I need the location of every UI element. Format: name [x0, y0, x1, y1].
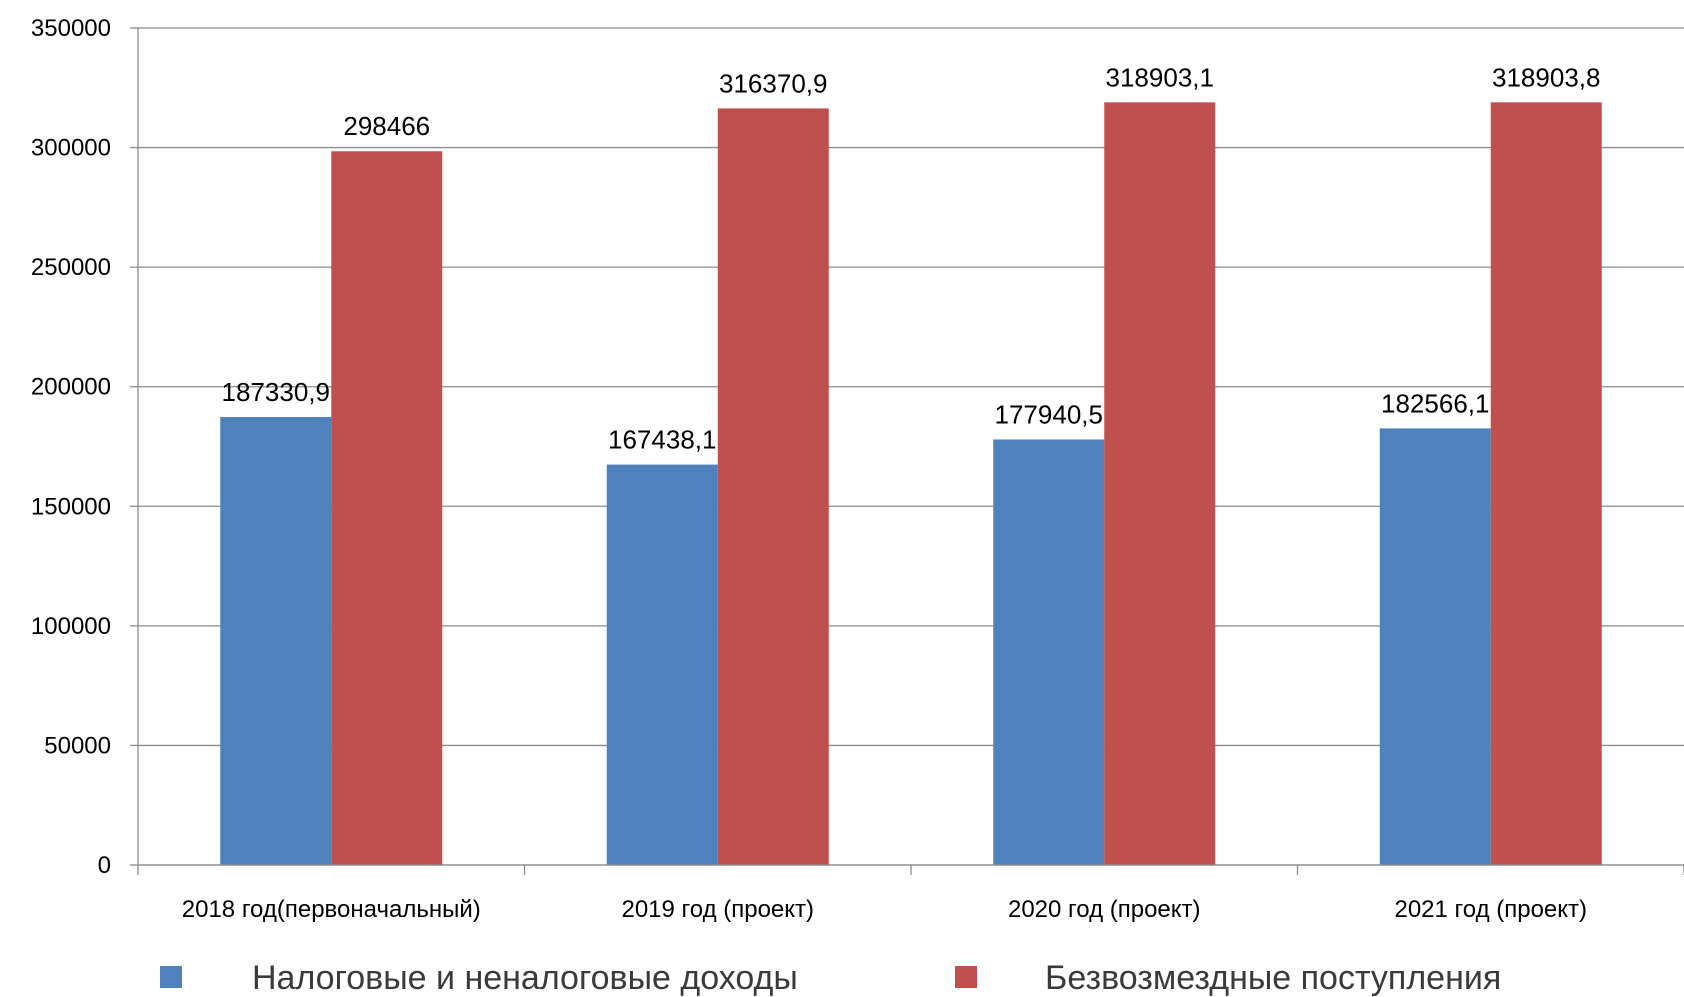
y-tick-label: 200000: [31, 374, 111, 401]
legend-label: Безвозмездные поступления: [1045, 959, 1501, 997]
legend-swatch: [955, 966, 977, 988]
x-tick-label: 2021 год (проект): [1394, 896, 1587, 923]
y-tick-label: 250000: [31, 254, 111, 281]
legend-label: Налоговые и неналоговые доходы: [252, 959, 798, 997]
y-tick-label: 150000: [31, 493, 111, 520]
data-labels: 187330,9 298466 167438,1 316370,9 177940,5 31…: [222, 62, 1601, 454]
y-tick-label: 300000: [31, 135, 111, 162]
y-tick-label: 0: [98, 852, 111, 879]
bar-gratuitous-receipts: [331, 151, 443, 866]
y-tick-label: 350000: [31, 15, 111, 42]
y-tick-label: 100000: [31, 613, 111, 640]
bar-gratuitous-receipts: [1104, 102, 1216, 865]
data-label: 298466: [343, 111, 430, 141]
bar-gratuitous-receipts: [717, 108, 829, 866]
data-label: 316370,9: [719, 68, 827, 98]
data-label: 177940,5: [995, 399, 1103, 429]
x-tick-label: 2020 год (проект): [1008, 896, 1201, 923]
data-label: 187330,9: [222, 377, 330, 407]
x-tick-label: 2018 год(первоначальный): [182, 896, 481, 923]
x-axis: 2018 год(первоначальный) 2019 год (проект…: [137, 864, 1684, 923]
bar-tax-revenue: [993, 439, 1105, 865]
legend: Налоговые и неналоговые доходы Безвозмезд…: [160, 959, 1501, 997]
bar-gratuitous-receipts: [1490, 102, 1602, 866]
data-label: 318903,8: [1492, 62, 1600, 92]
y-tick-label: 50000: [44, 732, 111, 759]
x-tick-label: 2019 год (проект): [621, 896, 814, 923]
data-label: 167438,1: [608, 425, 716, 455]
bars: [220, 102, 1602, 866]
data-label: 318903,1: [1106, 62, 1214, 92]
legend-swatch: [160, 966, 182, 988]
bar-tax-revenue: [1379, 428, 1491, 865]
bar-tax-revenue: [606, 464, 718, 865]
y-axis: 0 50000 100000 150000 200000 250000 300000 3500…: [31, 15, 139, 879]
bar-tax-revenue: [220, 417, 332, 865]
data-label: 182566,1: [1381, 388, 1489, 418]
